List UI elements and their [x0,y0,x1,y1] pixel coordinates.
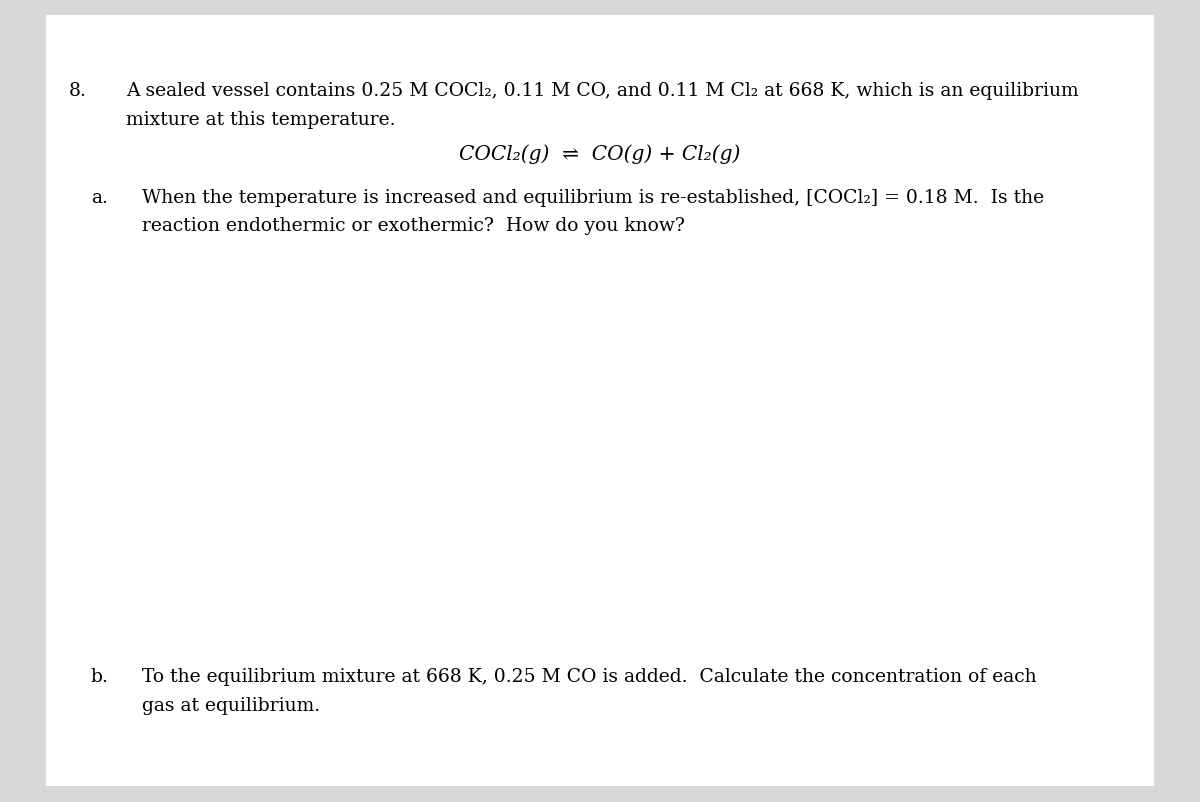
Text: A sealed vessel contains 0.25 M COCl₂, 0.11 M CO, and 0.11 M Cl₂ at 668 K, which: A sealed vessel contains 0.25 M COCl₂, 0… [126,82,1079,99]
Text: When the temperature is increased and equilibrium is re-established, [COCl₂] = 0: When the temperature is increased and eq… [142,188,1044,206]
Text: mixture at this temperature.: mixture at this temperature. [126,111,396,128]
Text: reaction endothermic or exothermic?  How do you know?: reaction endothermic or exothermic? How … [142,217,684,234]
Text: b.: b. [90,667,108,685]
Text: a.: a. [91,188,108,206]
Text: gas at equilibrium.: gas at equilibrium. [142,696,319,714]
Text: To the equilibrium mixture at 668 K, 0.25 M CO is added.  Calculate the concentr: To the equilibrium mixture at 668 K, 0.2… [142,667,1037,685]
Text: COCl₂(g)  ⇌  CO(g) + Cl₂(g): COCl₂(g) ⇌ CO(g) + Cl₂(g) [460,144,740,164]
Text: 8.: 8. [68,82,86,99]
